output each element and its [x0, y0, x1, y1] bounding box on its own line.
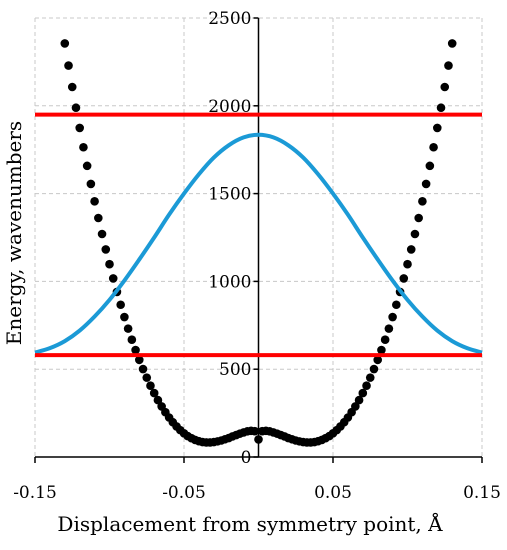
grid — [34, 17, 483, 457]
data-point — [108, 274, 118, 283]
data-point — [447, 39, 457, 48]
series — [34, 39, 483, 447]
data-point — [127, 335, 137, 344]
data-point — [384, 324, 394, 333]
x-tick-label: -0.15 — [13, 483, 57, 503]
y-tick-label: 2000 — [208, 97, 251, 117]
data-point — [153, 395, 163, 405]
data-point — [365, 373, 375, 382]
y-tick-label: 0 — [241, 448, 252, 468]
y-tick-label: 500 — [219, 360, 251, 380]
data-point — [406, 245, 416, 254]
data-point — [254, 435, 263, 444]
data-point — [436, 103, 446, 113]
data-point — [105, 259, 114, 269]
data-point — [90, 197, 99, 206]
data-point — [120, 312, 129, 322]
data-point — [429, 142, 438, 152]
data-point — [354, 395, 364, 405]
y-axis-title: Energy, wavenumbers — [2, 121, 26, 345]
data-point — [392, 300, 401, 310]
data-point — [101, 245, 111, 254]
data-point — [403, 259, 412, 269]
data-point — [433, 123, 442, 133]
data-point — [71, 103, 81, 113]
data-point — [97, 229, 107, 239]
data-point — [440, 82, 450, 92]
x-tick-label: 0.15 — [463, 483, 501, 503]
data-point — [146, 381, 155, 391]
data-point — [82, 161, 92, 171]
x-tick-label: -0.05 — [162, 483, 206, 503]
data-point — [60, 39, 70, 48]
data-point — [67, 82, 77, 92]
axes — [34, 17, 483, 463]
data-point — [414, 213, 423, 223]
data-point — [116, 300, 125, 310]
data-point — [373, 355, 383, 365]
data-point — [64, 61, 73, 70]
x-tick-label: 0.05 — [314, 483, 352, 503]
data-point — [377, 345, 386, 355]
data-point — [425, 161, 435, 171]
data-point — [369, 364, 379, 374]
tick-labels: -0.15 -0.05 0.05 0.15 0 500 1000 1500 2000 2500 — [13, 9, 501, 503]
data-point — [362, 381, 371, 391]
data-point — [75, 123, 84, 133]
data-point — [358, 388, 368, 398]
data-point — [149, 388, 159, 398]
data-point — [86, 179, 96, 189]
series-line-2 — [34, 132, 483, 355]
y-tick-label: 2500 — [208, 9, 251, 29]
data-point — [135, 355, 144, 365]
y-tick-label: 1500 — [208, 185, 251, 205]
x-axis-title: Displacement from symmetry point, Å — [57, 511, 443, 536]
y-tick-label: 1000 — [208, 272, 251, 292]
data-point — [250, 426, 260, 436]
data-point — [351, 402, 360, 411]
data-point — [131, 345, 140, 355]
data-point — [94, 213, 103, 223]
data-point — [418, 197, 427, 206]
data-point — [380, 335, 390, 344]
data-point — [421, 179, 431, 189]
data-point — [79, 142, 88, 152]
data-point — [388, 312, 397, 322]
data-point — [410, 229, 420, 239]
data-point — [123, 324, 133, 333]
data-point — [138, 364, 148, 374]
data-point — [142, 373, 152, 382]
data-point — [399, 274, 409, 283]
data-point — [444, 61, 453, 70]
